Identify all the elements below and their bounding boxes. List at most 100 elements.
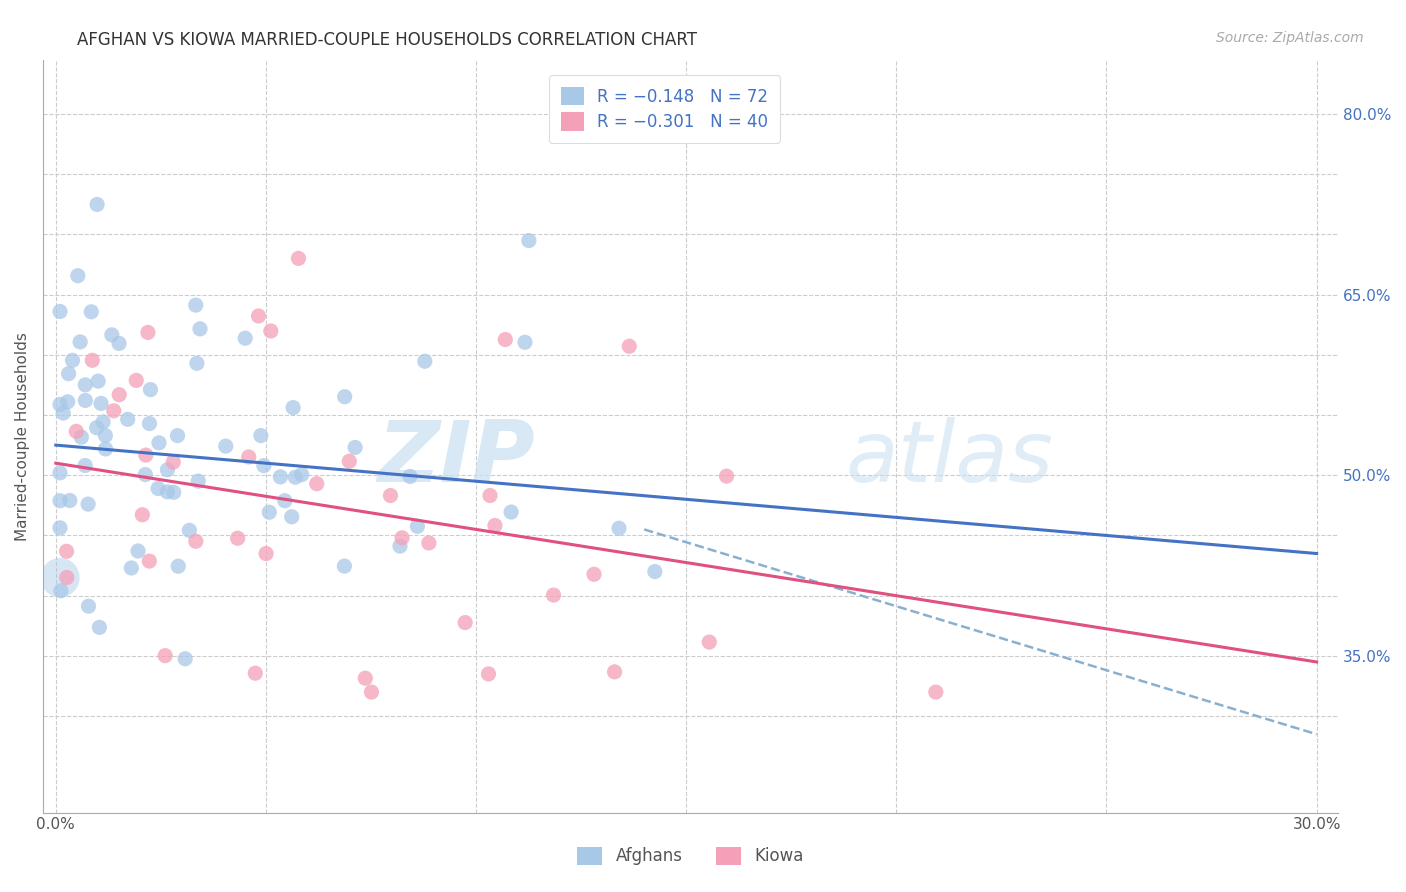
- Point: [49, 583, 72, 598]
- Point: [582, 567, 605, 582]
- Point: [406, 519, 429, 533]
- Point: [56, 394, 79, 409]
- Point: [253, 458, 276, 473]
- Point: [494, 333, 516, 347]
- Point: [138, 554, 160, 568]
- Point: [543, 588, 565, 602]
- Point: [354, 671, 377, 685]
- Point: [56, 570, 79, 584]
- Point: [138, 417, 160, 431]
- Point: [94, 428, 117, 442]
- Point: [49, 304, 72, 318]
- Point: [238, 450, 260, 464]
- Point: [501, 505, 523, 519]
- Point: [108, 336, 131, 351]
- Point: [284, 470, 307, 484]
- Point: [52, 406, 75, 420]
- Point: [399, 469, 422, 483]
- Point: [59, 493, 82, 508]
- Point: [607, 521, 630, 535]
- Point: [380, 489, 402, 503]
- Point: [49, 493, 72, 508]
- Point: [269, 470, 291, 484]
- Point: [134, 467, 156, 482]
- Point: [186, 356, 208, 370]
- Point: [644, 565, 666, 579]
- Point: [166, 428, 188, 442]
- Point: [90, 396, 112, 410]
- Point: [127, 544, 149, 558]
- Point: [233, 331, 256, 345]
- Point: [55, 544, 77, 558]
- Point: [87, 374, 110, 388]
- Point: [162, 455, 184, 469]
- Point: [49, 521, 72, 535]
- Y-axis label: Married-couple Households: Married-couple Households: [15, 332, 30, 541]
- Point: [153, 648, 176, 663]
- Point: [344, 441, 367, 455]
- Point: [108, 387, 131, 401]
- Point: [187, 474, 209, 488]
- Point: [254, 547, 277, 561]
- Point: [163, 485, 186, 500]
- Point: [156, 484, 179, 499]
- Point: [139, 383, 162, 397]
- Point: [391, 531, 413, 545]
- Legend: R = −0.148   N = 72, R = −0.301   N = 40: R = −0.148 N = 72, R = −0.301 N = 40: [548, 76, 780, 143]
- Text: Source: ZipAtlas.com: Source: ZipAtlas.com: [1216, 31, 1364, 45]
- Point: [418, 536, 440, 550]
- Point: [517, 234, 540, 248]
- Point: [337, 454, 360, 468]
- Point: [77, 599, 100, 614]
- Point: [215, 439, 238, 453]
- Text: AFGHAN VS KIOWA MARRIED-COUPLE HOUSEHOLDS CORRELATION CHART: AFGHAN VS KIOWA MARRIED-COUPLE HOUSEHOLD…: [77, 31, 697, 49]
- Point: [94, 442, 117, 456]
- Point: [259, 505, 281, 519]
- Point: [58, 367, 80, 381]
- Point: [484, 518, 506, 533]
- Point: [156, 463, 179, 477]
- Point: [619, 339, 641, 353]
- Point: [75, 377, 97, 392]
- Point: [62, 353, 84, 368]
- Point: [135, 448, 157, 462]
- Point: [117, 412, 139, 426]
- Point: [136, 326, 159, 340]
- Point: [260, 324, 283, 338]
- Point: [167, 559, 190, 574]
- Point: [925, 685, 948, 699]
- Point: [184, 534, 207, 549]
- Point: [247, 309, 270, 323]
- Point: [82, 353, 104, 368]
- Point: [125, 373, 148, 387]
- Point: [477, 667, 499, 681]
- Point: [184, 298, 207, 312]
- Point: [291, 467, 314, 482]
- Point: [131, 508, 153, 522]
- Point: [360, 685, 382, 699]
- Point: [120, 561, 142, 575]
- Point: [513, 335, 536, 350]
- Point: [281, 401, 304, 415]
- Point: [716, 469, 738, 483]
- Point: [479, 489, 502, 503]
- Point: [86, 421, 108, 435]
- Point: [245, 666, 267, 681]
- Point: [697, 635, 720, 649]
- Point: [66, 268, 89, 283]
- Point: [69, 334, 91, 349]
- Text: atlas: atlas: [846, 417, 1053, 500]
- Point: [101, 327, 124, 342]
- Point: [188, 322, 211, 336]
- Point: [250, 428, 273, 442]
- Point: [65, 425, 87, 439]
- Point: [274, 493, 297, 508]
- Point: [226, 531, 249, 545]
- Point: [333, 559, 356, 574]
- Point: [454, 615, 477, 630]
- Point: [86, 197, 108, 211]
- Point: [80, 305, 103, 319]
- Point: [75, 458, 97, 473]
- Point: [103, 404, 125, 418]
- Point: [148, 435, 170, 450]
